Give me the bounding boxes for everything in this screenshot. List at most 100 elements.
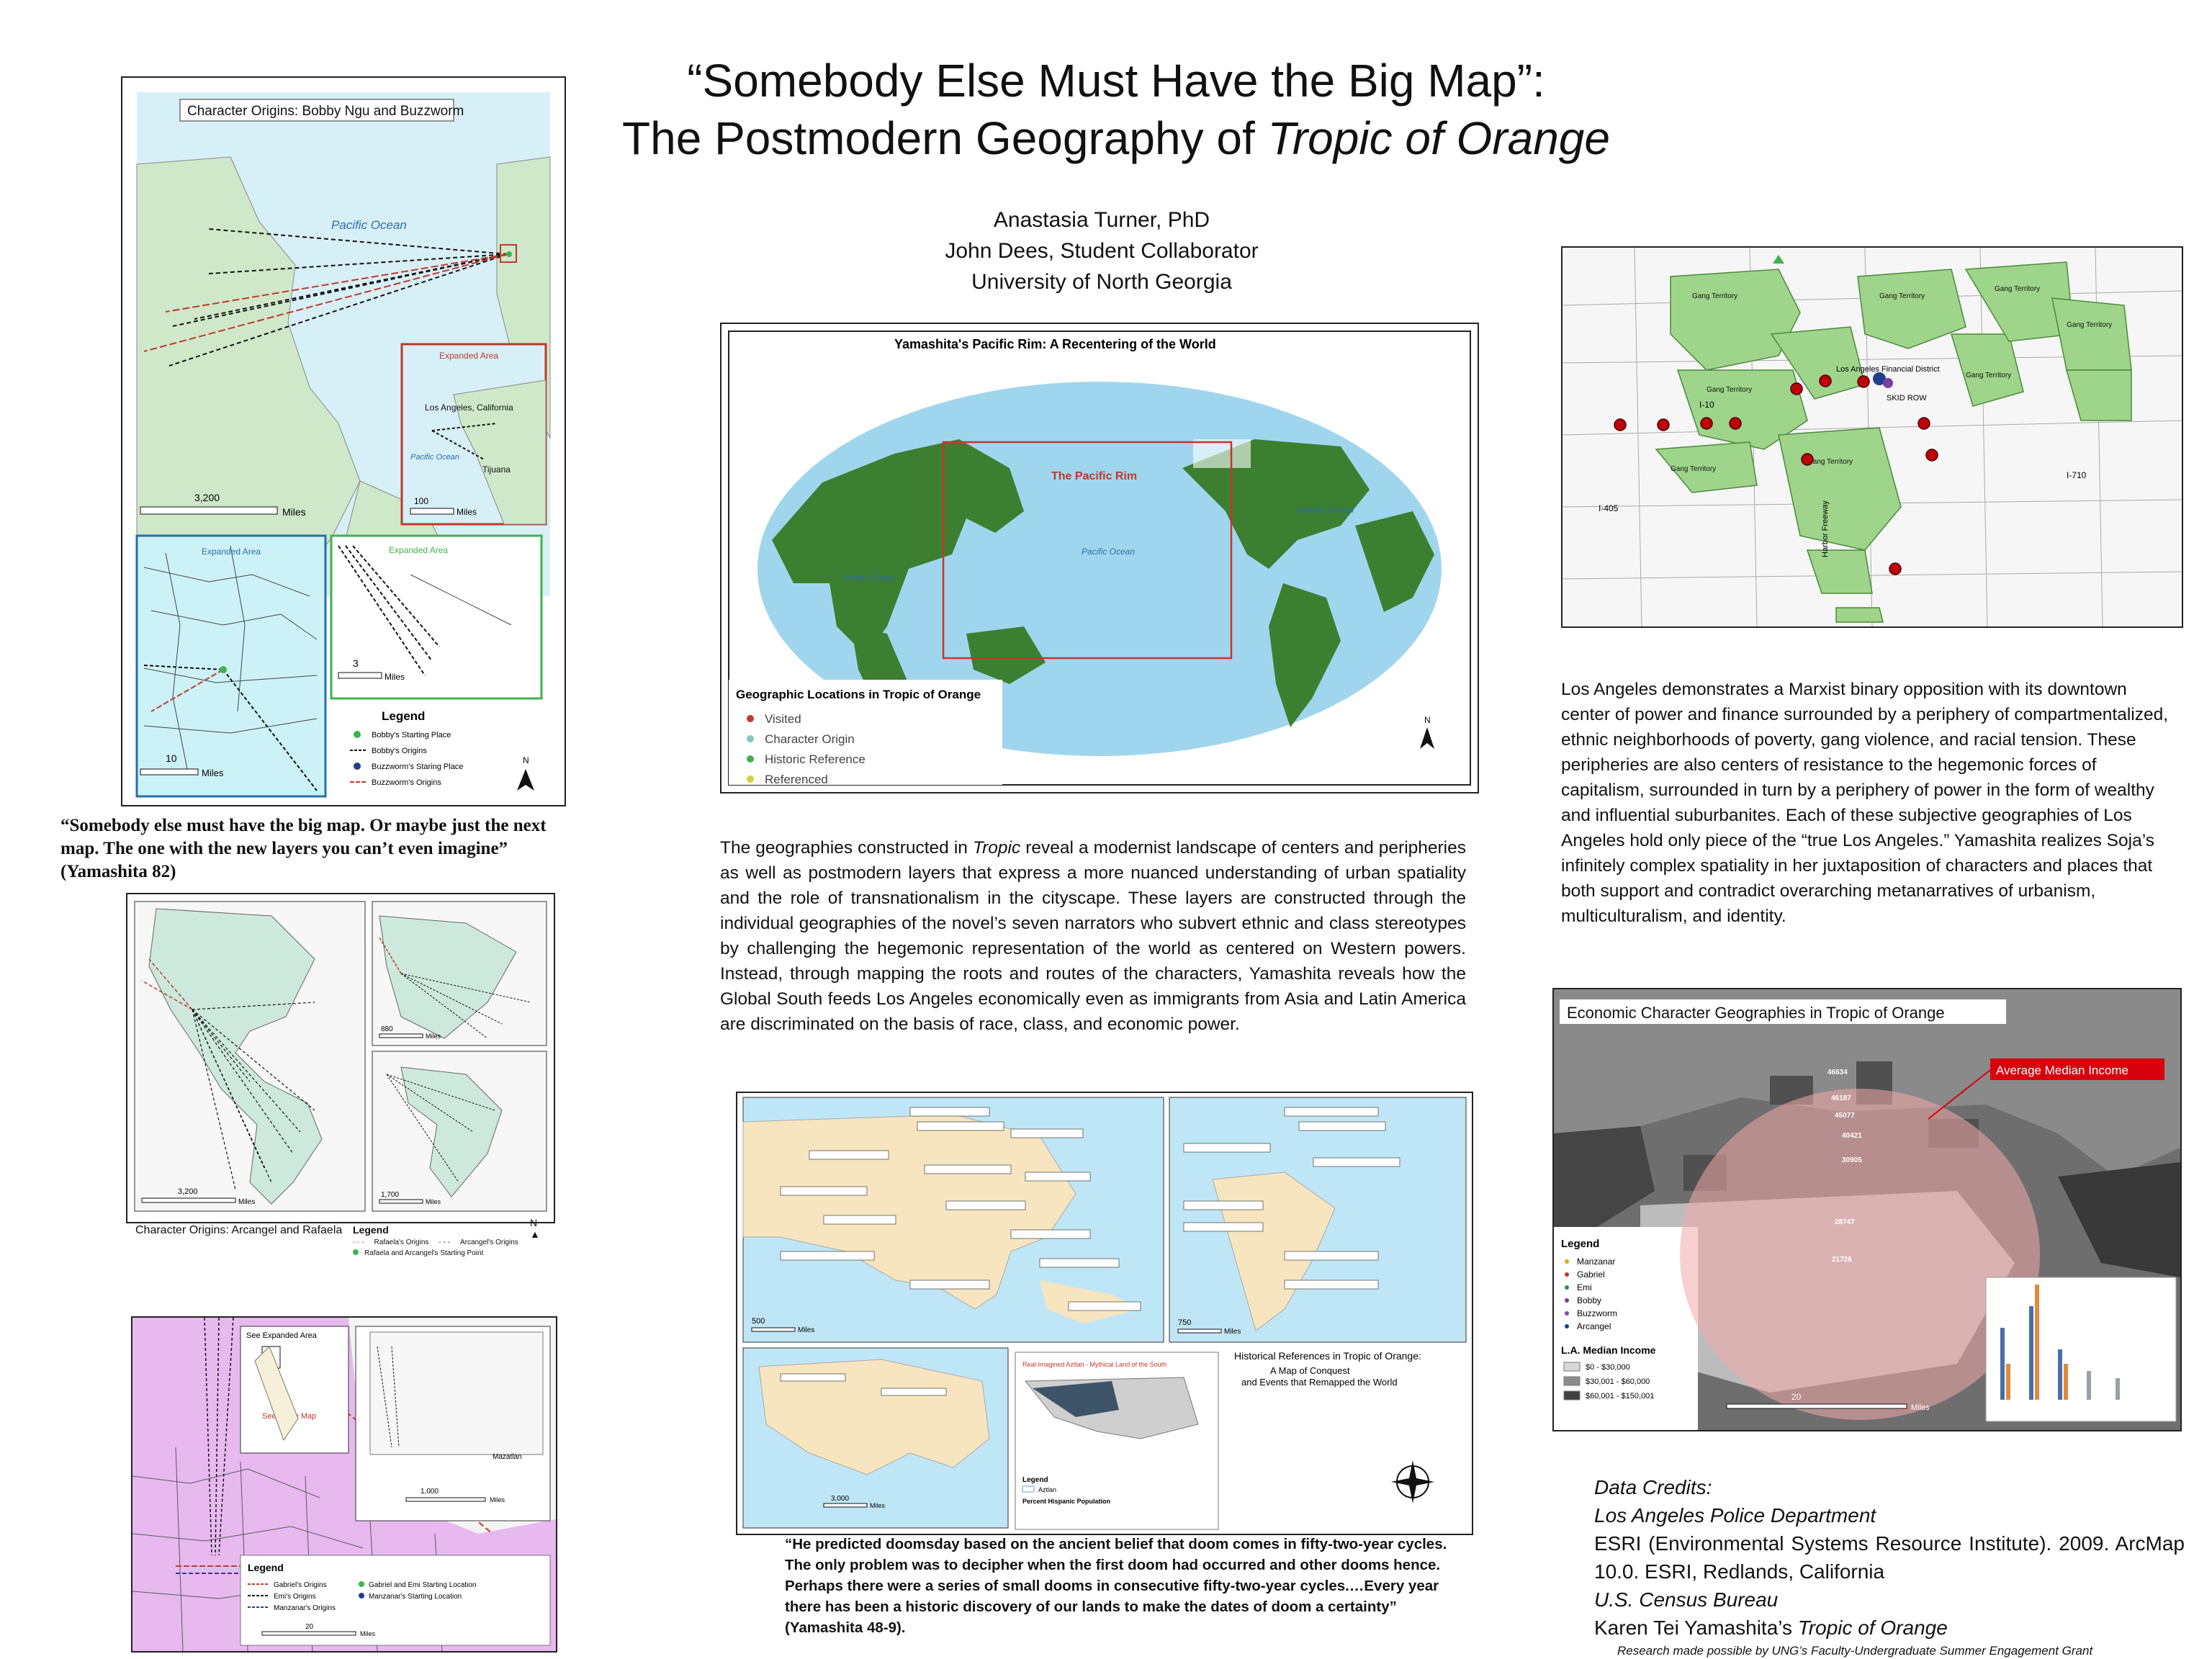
hist-red-label: Real-Imagined Aztlan - Mythical Land of … [1022, 1361, 1166, 1368]
income-class-3: $60,001 - $150,001 [1586, 1392, 1654, 1401]
hist-title-2: A Map of Conquest [1270, 1365, 1350, 1376]
econ-char-2: Gabriel [1577, 1269, 1605, 1280]
income-7: 21726 [1832, 1256, 1852, 1264]
map-economic-geographies: Economic Character Geographies in Tropic… [1552, 988, 2182, 1431]
econ-char-5: Buzzworm [1577, 1308, 1617, 1318]
north-arrow-icon [517, 769, 534, 791]
arc-scale-main: 3,200 [178, 1187, 198, 1196]
arcangel-legend-1: Rafaela's Origins [374, 1238, 429, 1246]
gang-label-6: Gang Territory [1807, 458, 1853, 466]
north-arrow-icon: N ▲ [530, 1217, 540, 1240]
income-legend-title: L.A. Median Income [1561, 1344, 1656, 1356]
title-line-1: “Somebody Else Must Have the Big Map”: [687, 55, 1545, 107]
right-paragraph: Los Angeles demonstrates a Marxist binar… [1561, 680, 2169, 926]
manz-legend-title: Legend [248, 1562, 284, 1573]
econ-char-4: Bobby [1577, 1295, 1601, 1305]
scale-inset: 100 [414, 496, 428, 506]
scale-blue-unit: Miles [202, 768, 224, 778]
manz-scale: 1,000 [421, 1488, 439, 1496]
manz-scale-small: 20 [305, 1623, 314, 1631]
tijuana-label: Tijuana [482, 464, 511, 475]
quote-bottom: “He predicted doomsday based on the anci… [785, 1536, 1447, 1636]
data-credits: Data Credits: Los Angeles Police Departm… [1594, 1473, 2185, 1642]
arc-scale-a-unit: Miles [426, 1033, 441, 1040]
map-pacific-rim: Yamashita's Pacific Rim: A Recentering o… [720, 323, 1479, 793]
world-legend-1: Visited [765, 712, 801, 726]
green-inset-label: Expanded Area [389, 545, 448, 555]
arc-scale-b-unit: Miles [426, 1198, 441, 1205]
arcangel-legend-2: Arcangel's Origins [459, 1238, 518, 1246]
bobby-legend-2: Bobby's Origins [372, 747, 427, 755]
world-legend-2: Character Origin [765, 732, 855, 746]
arcangel-caption: Character Origins: Arcangel and Rafaela [135, 1224, 343, 1236]
map-historical-references: 500 Miles 750 Miles Historical Reference… [736, 1092, 1473, 1535]
scale-main: 3,200 [194, 492, 220, 503]
arc-scale-main-unit: Miles [238, 1198, 255, 1206]
hist-scale-b-unit: Miles [1224, 1328, 1241, 1336]
author-2: John Dees, Student Collaborator [945, 239, 1259, 263]
manz-scale-unit: Miles [490, 1496, 505, 1503]
income-class-1: $0 - $30,000 [1586, 1363, 1630, 1372]
hist-title-3: and Events that Remapped the World [1241, 1377, 1398, 1388]
quote-left: “Somebody else must have the big map. Or… [60, 816, 547, 881]
credits-heading: Data Credits: [1594, 1476, 1712, 1498]
world-legend-4: Referenced [765, 773, 828, 786]
scale-green: 3 [353, 657, 359, 669]
scale-blue: 10 [166, 752, 177, 764]
gang-label-7: Gang Territory [1671, 465, 1716, 473]
poster-title: “Somebody Else Must Have the Big Map”: T… [432, 58, 1800, 161]
scale-green-unit: Miles [385, 672, 405, 682]
econ-char-3: Emi [1577, 1282, 1592, 1292]
econ-legend-title: Legend [1561, 1238, 1599, 1250]
gang-label-5: Gang Territory [2067, 321, 2112, 329]
blue-inset-label: Expanded Area [202, 547, 261, 557]
hist-title-1: Historical References in Tropic of Orang… [1234, 1350, 1421, 1362]
arcangel-legend-title: Legend [353, 1224, 389, 1236]
gang-label-8: Gang Territory [1966, 372, 2011, 379]
manz-legend-5: Manzanar's Starting Location [369, 1593, 462, 1601]
income-2: 46187 [1831, 1094, 1851, 1102]
scale-main-unit: Miles [282, 506, 306, 518]
credit-census: U.S. Census Bureau [1594, 1588, 1779, 1611]
gang-label-1: Gang Territory [1692, 292, 1737, 300]
hist-legend-title: Legend [1022, 1476, 1048, 1484]
income-class-2: $30,001 - $60,000 [1586, 1377, 1650, 1386]
map-manzanar-gabriel-emi: See Expanded Area See Large Map Mazatlan… [131, 1316, 557, 1653]
title-line-2: The Postmodern Geography of Tropic of Or… [622, 112, 1610, 164]
hist-legend-hispanic: Percent Hispanic Population [1022, 1498, 1110, 1505]
indian-ocean-world: Indian Ocean [844, 572, 896, 583]
i710-label: I-710 [2067, 470, 2087, 480]
arc-scale-a: 880 [381, 1025, 393, 1033]
arc-scale-b: 1,700 [381, 1191, 399, 1199]
footer-note: Research made possible by UNG’s Faculty-… [1617, 1644, 2093, 1658]
svg-text:N: N [1424, 715, 1431, 725]
income-6: 28747 [1835, 1218, 1855, 1226]
bobby-legend-4: Buzzworm's Origins [372, 778, 441, 787]
hist-scale-a: 500 [752, 1317, 765, 1326]
econ-title: Economic Character Geographies in Tropic… [1567, 1004, 1945, 1022]
map-arcangel-rafaela: 3,200 Miles 880 Miles 1,700 Miles [126, 893, 555, 1223]
econ-scale-unit: Miles [1911, 1403, 1930, 1412]
credit-esri: ESRI (Environmental Systems Resource Ins… [1594, 1532, 2185, 1583]
harbor-freeway-label: Harbor Freeway [1821, 500, 1830, 557]
atlantic-ocean-world: Atlantic Ocean [1297, 505, 1354, 515]
scale-inset-unit: Miles [457, 507, 477, 517]
bobby-legend-3: Buzzworm's Staring Place [372, 763, 463, 771]
hist-scale-c: 3,000 [831, 1495, 849, 1503]
inset-expanded-label: Expanded Area [439, 351, 498, 361]
pacific-small-label: Pacific Ocean [410, 453, 459, 462]
author-1: Anastasia Turner, PhD [993, 208, 1210, 232]
hist-scale-c-unit: Miles [870, 1502, 886, 1509]
manz-legend-3: Manzanar's Origins [274, 1604, 336, 1612]
world-map-title: Yamashita's Pacific Rim: A Recentering o… [894, 337, 1216, 351]
affiliation: University of North Georgia [971, 270, 1232, 294]
world-legend-title: Geographic Locations in Tropic of Orange [736, 688, 981, 701]
credit-yamashita: Karen Tei Yamashita’s Tropic of Orange [1594, 1617, 1948, 1639]
mazatlan-label: Mazatlan [493, 1453, 522, 1461]
la-label: Los Angeles, California [425, 403, 513, 413]
econ-scale: 20 [1791, 1392, 1802, 1402]
income-5: 30905 [1842, 1156, 1862, 1164]
manz-legend-4: Gabriel and Emi Starting Location [369, 1581, 477, 1589]
map-bobby-svg: Character Origins: Bobby Ngu and Buzzwor… [135, 92, 551, 798]
author-block: Anastasia Turner, PhD John Dees, Student… [850, 204, 1354, 297]
